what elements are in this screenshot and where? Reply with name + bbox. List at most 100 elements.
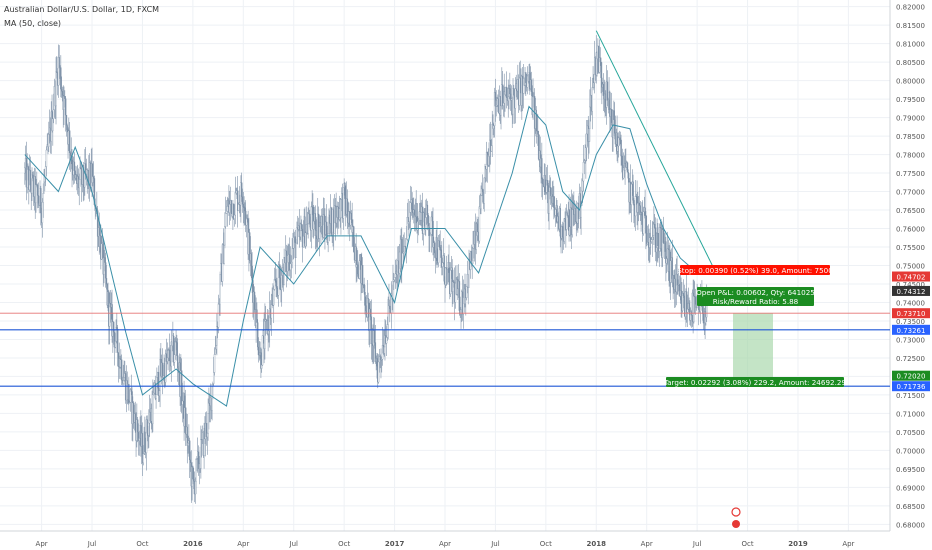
candle-body — [613, 119, 616, 134]
candle-body — [554, 209, 557, 216]
candle-body — [155, 394, 157, 399]
candle-body — [548, 191, 550, 214]
candle-body — [92, 176, 95, 179]
candle-body — [386, 324, 389, 338]
candle-body — [244, 207, 246, 212]
candle-body — [665, 241, 667, 264]
candle-body — [274, 279, 277, 281]
stop-label-bg — [680, 265, 830, 275]
candle-body — [525, 72, 527, 83]
candle-body — [431, 216, 433, 222]
candle-body — [257, 346, 260, 356]
y-tick-label: 0.78500 — [896, 133, 925, 141]
candle-body — [465, 286, 468, 299]
candle-body — [393, 279, 395, 282]
x-tick-label: Jul — [490, 540, 500, 548]
candle-body — [686, 309, 689, 313]
y-tick-label: 0.69000 — [896, 484, 925, 492]
symbol-title: Australian Dollar/U.S. Dollar, 1D, FXCM — [4, 5, 160, 14]
candle-body — [644, 207, 646, 216]
candle-body — [152, 394, 154, 424]
candle-body — [394, 273, 397, 278]
candle-body — [230, 200, 233, 205]
candle-body — [377, 361, 380, 383]
candle-body — [122, 380, 124, 384]
candle-body — [445, 267, 447, 286]
price-badge-text: 0.74702 — [897, 274, 926, 282]
candle-body — [432, 220, 434, 248]
candle-body — [530, 79, 533, 92]
candle-body — [409, 202, 412, 213]
candle-body — [134, 413, 136, 423]
candle-body — [388, 299, 390, 307]
x-tick-label: Oct — [741, 540, 753, 548]
candle-body — [589, 106, 591, 129]
candle-body — [426, 204, 429, 216]
price-badge — [892, 308, 930, 319]
candle-body — [224, 213, 227, 227]
candle-body — [588, 128, 590, 142]
candle-body — [200, 439, 202, 469]
candle-body — [176, 342, 178, 356]
y-tick-label: 0.72500 — [896, 355, 925, 363]
candle-body — [670, 260, 672, 283]
candle-body — [413, 209, 416, 216]
y-tick-label: 0.73500 — [896, 318, 925, 326]
candle-body — [662, 229, 665, 243]
candle-body — [363, 284, 365, 293]
candle-body — [100, 243, 103, 260]
candle-body — [66, 125, 68, 130]
candle-body — [331, 233, 333, 236]
candle-body — [253, 291, 256, 310]
candle-body — [293, 237, 295, 249]
candle-body — [651, 236, 653, 240]
candle-body — [671, 257, 674, 284]
candle-body — [213, 354, 216, 373]
candle-body — [637, 203, 639, 213]
candle-body — [176, 355, 179, 369]
candle-body — [229, 204, 231, 213]
candle-body — [173, 354, 176, 363]
candle-body — [617, 137, 620, 147]
candle-body — [358, 260, 361, 279]
candle-body — [42, 193, 44, 203]
candle-body — [564, 218, 566, 223]
candle-body — [493, 125, 495, 129]
target-zone — [733, 313, 773, 387]
candle-body — [116, 328, 119, 353]
candle-body — [291, 248, 293, 263]
candle-body — [250, 253, 253, 267]
candle-body — [582, 162, 585, 182]
candle-body — [355, 246, 357, 268]
candle-body — [152, 392, 155, 395]
candle-body — [166, 357, 168, 362]
candle-body — [138, 438, 140, 441]
candle-body — [357, 264, 359, 275]
candle-body — [448, 262, 450, 273]
candle-body — [509, 88, 511, 95]
y-tick-label: 0.81000 — [896, 41, 925, 49]
candle-body — [438, 240, 441, 248]
candle-body — [243, 206, 245, 208]
candle-body — [242, 204, 245, 207]
candle-body — [162, 375, 164, 378]
y-tick-label: 0.76000 — [896, 226, 925, 234]
candle-body — [541, 178, 544, 185]
candle-body — [417, 220, 420, 222]
x-tick-label: Jul — [289, 540, 299, 548]
candle-body — [246, 217, 249, 220]
candle-body — [52, 118, 54, 131]
x-tick-label: 2018 — [587, 540, 607, 548]
candle-body — [216, 326, 218, 346]
candle-body — [500, 105, 502, 116]
candle-body — [310, 206, 313, 231]
candle-body — [537, 130, 539, 135]
x-tick-label: Apr — [439, 540, 451, 548]
candle-body — [407, 217, 409, 224]
candle-body — [453, 281, 455, 283]
candle-body — [657, 232, 659, 247]
candle-body — [428, 223, 430, 237]
candle-body — [342, 187, 345, 219]
